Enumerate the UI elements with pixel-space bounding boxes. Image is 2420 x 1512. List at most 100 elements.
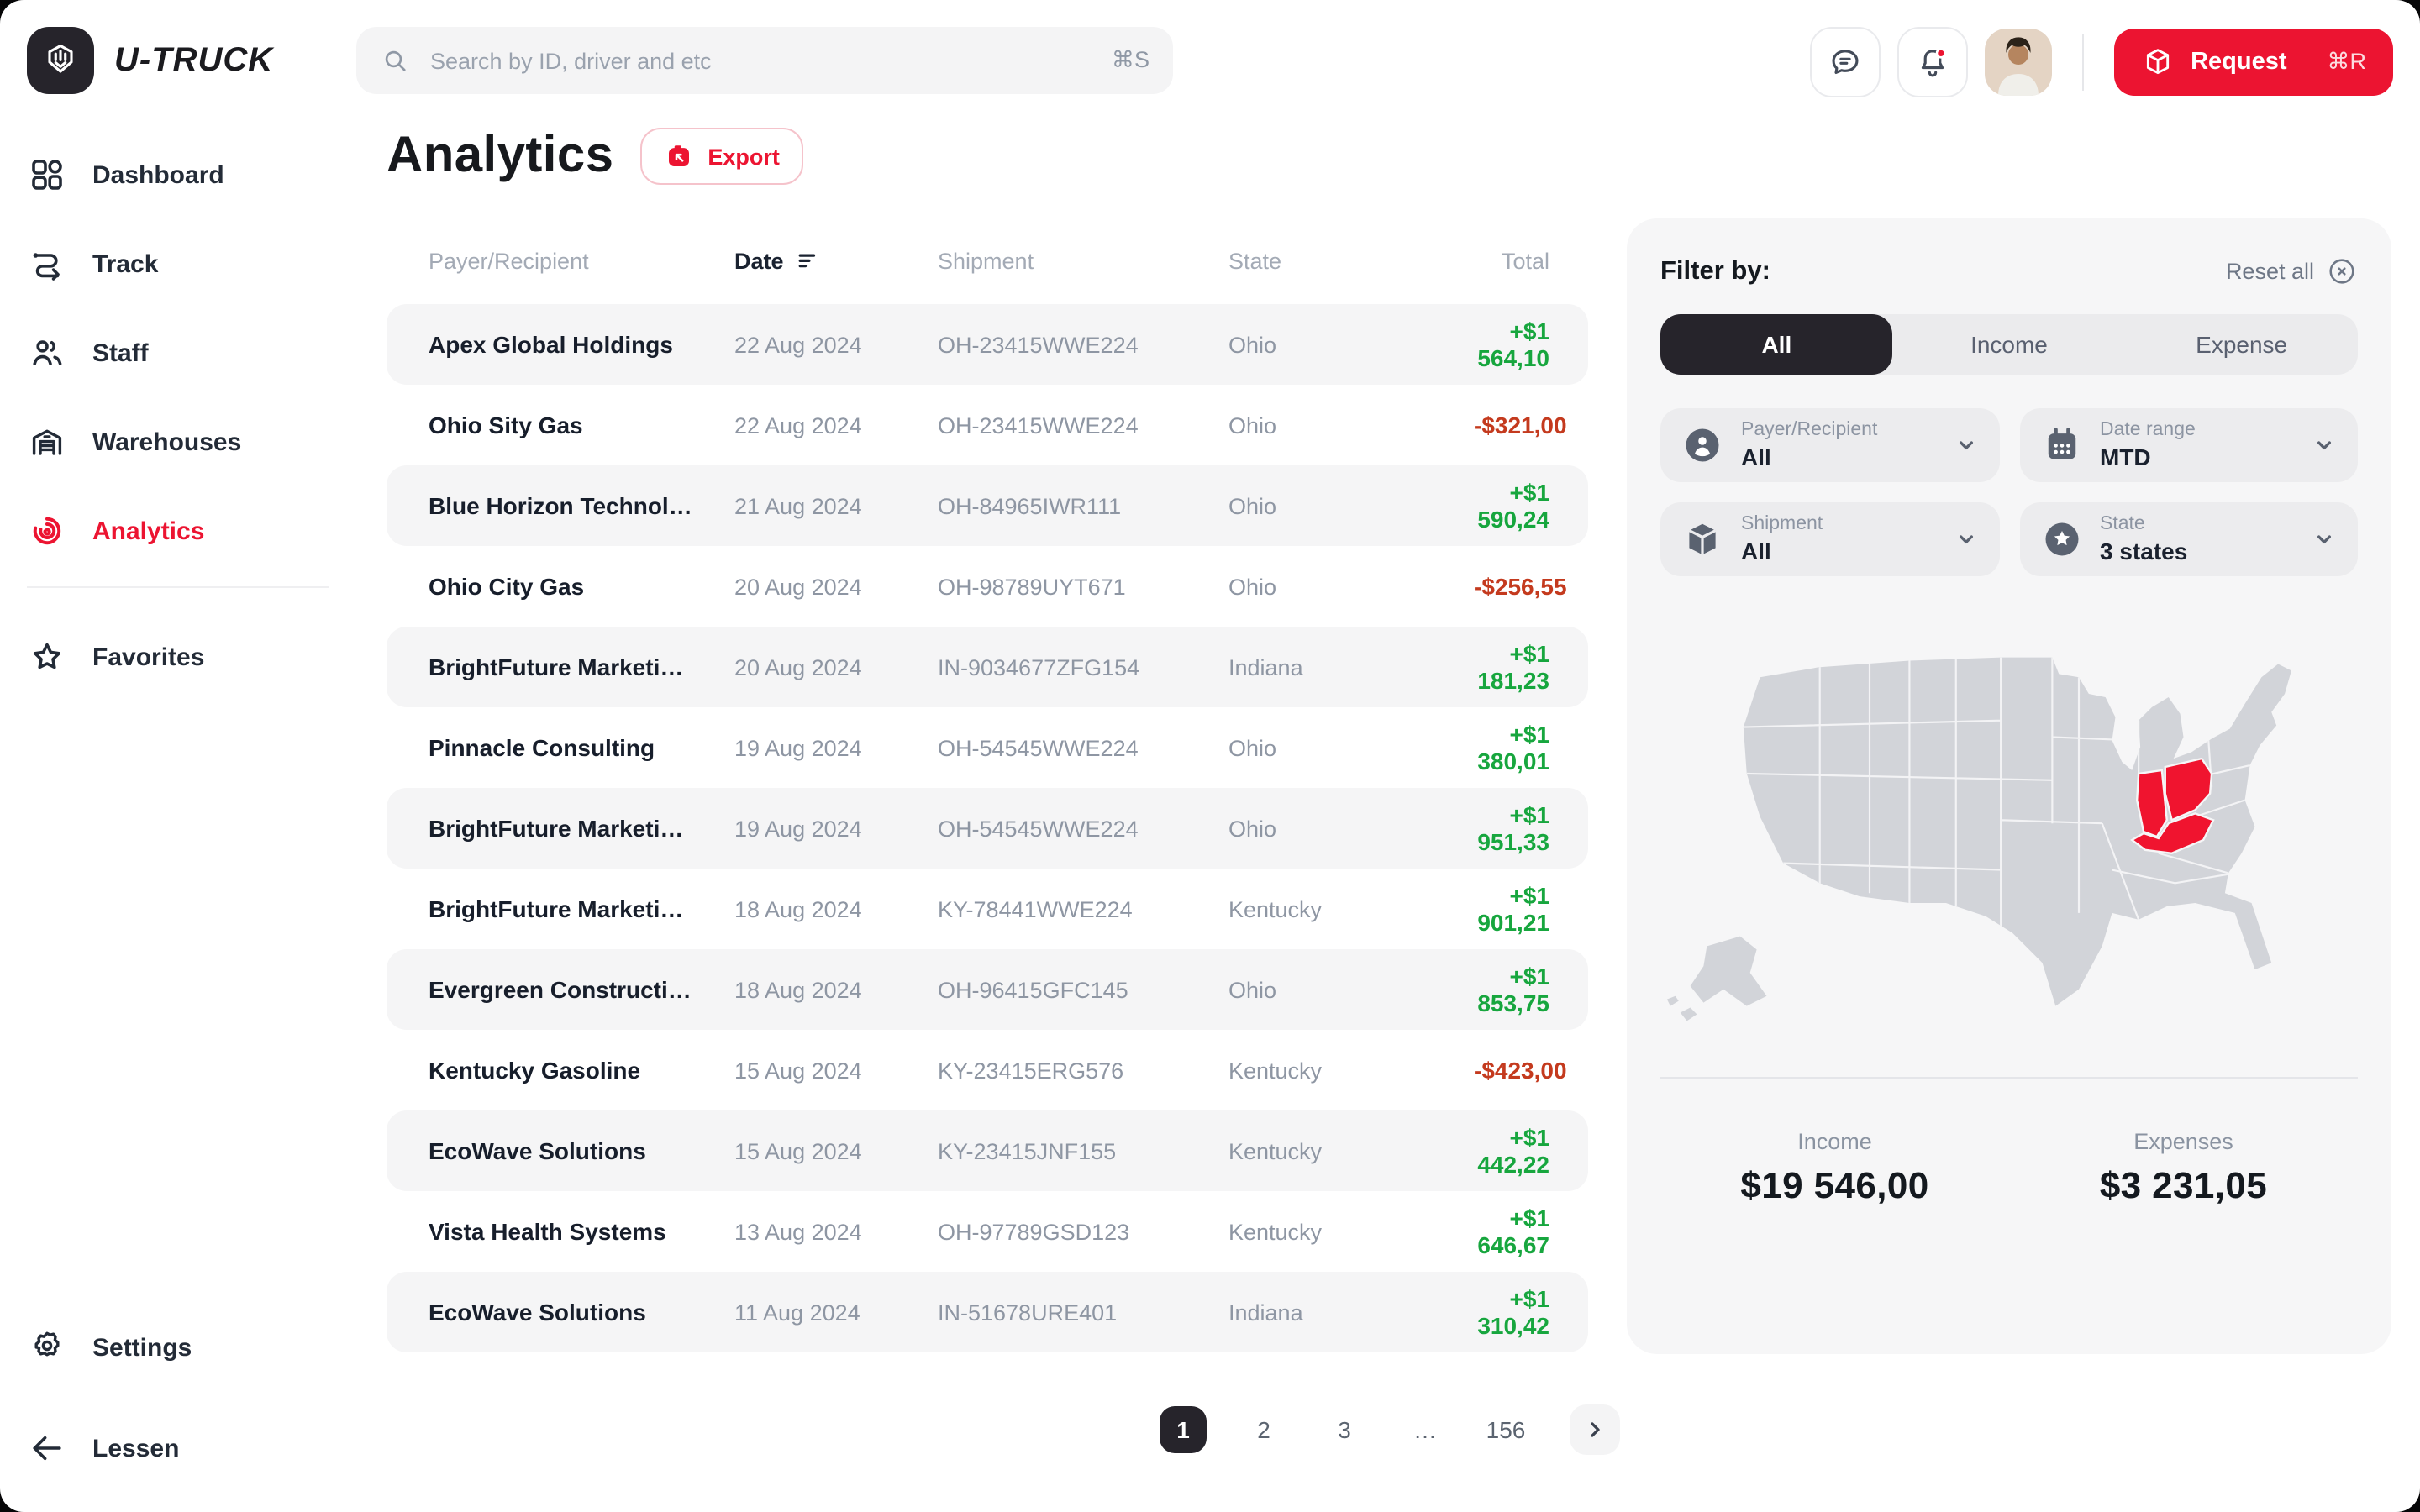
settings-label: Settings [92, 1333, 192, 1362]
search-bar[interactable]: ⌘S [356, 27, 1173, 94]
filter-dropdown-state[interactable]: State 3 states [2019, 502, 2358, 576]
brand: U-TRUCK [27, 27, 273, 94]
star-icon [27, 637, 67, 677]
table-row[interactable]: Kentucky Gasoline 15 Aug 2024 KY-23415ER… [387, 1030, 1588, 1110]
date-cell: 15 Aug 2024 [734, 1138, 862, 1163]
column-header-payer[interactable]: Payer/Recipient [429, 249, 589, 274]
bell-icon [1913, 44, 1950, 81]
filter-dropdown-payer-recipient[interactable]: Payer/Recipient All [1660, 408, 1999, 482]
table-row[interactable]: Vista Health Systems 13 Aug 2024 OH-9778… [387, 1191, 1588, 1272]
total-cell: +$1 181,23 [1477, 640, 1549, 694]
sidebar-item-favorites[interactable]: Favorites [27, 623, 329, 690]
total-cell: +$1 951,33 [1477, 801, 1549, 855]
sidebar-item-settings[interactable]: Settings [27, 1327, 192, 1368]
page-button-2[interactable]: 2 [1257, 1416, 1270, 1443]
arrow-left-icon [27, 1428, 67, 1468]
date-cell: 19 Aug 2024 [734, 816, 862, 841]
notifications-button[interactable] [1897, 27, 1968, 97]
payer-cell: Ohio Sity Gas [429, 412, 583, 438]
date-cell: 21 Aug 2024 [734, 493, 862, 518]
table-header: Payer/Recipient Date Shipment State Tota… [387, 249, 1588, 274]
box-icon [1681, 517, 1724, 561]
filter-dropdowns: Payer/Recipient All Date range MTD Shipm… [1660, 408, 2358, 576]
table-row[interactable]: Blue Horizon Technol… 21 Aug 2024 OH-849… [387, 465, 1588, 546]
state-cell: Ohio [1228, 332, 1277, 357]
filter-dropdown-shipment[interactable]: Shipment All [1660, 502, 1999, 576]
total-cell: +$1 564,10 [1477, 318, 1549, 371]
shipment-cell: OH-23415WWE224 [938, 332, 1139, 357]
table-row[interactable]: Pinnacle Consulting 19 Aug 2024 OH-54545… [387, 707, 1588, 788]
state-cell: Ohio [1228, 816, 1277, 841]
table-row[interactable]: EcoWave Solutions 11 Aug 2024 IN-51678UR… [387, 1272, 1588, 1352]
map-states-highlighted[interactable] [2130, 757, 2215, 854]
people-icon [27, 333, 67, 373]
summary-expenses: Expenses $3 231,05 [2009, 1129, 2358, 1208]
tab-income[interactable]: Income [1970, 331, 2048, 358]
tab-expense[interactable]: Expense [2196, 331, 2288, 358]
map-state-indiana [2135, 769, 2168, 838]
filter-panel: Filter by: Reset all All Income Expense Pa… [1627, 218, 2391, 1354]
table-row[interactable]: Evergreen Constructi… 18 Aug 2024 OH-964… [387, 949, 1588, 1030]
table-row[interactable]: Ohio Sity Gas 22 Aug 2024 OH-23415WWE224… [387, 385, 1588, 465]
chat-button[interactable] [1809, 27, 1881, 97]
request-button[interactable]: Request ⌘R [2113, 29, 2393, 96]
date-cell: 19 Aug 2024 [734, 735, 862, 760]
sidebar-item-dashboard[interactable]: Dashboard [27, 141, 329, 208]
table-body: Apex Global Holdings 22 Aug 2024 OH-2341… [387, 304, 1588, 1352]
sidebar-item-analytics[interactable]: Analytics [27, 497, 329, 564]
page-head: Analytics Export [387, 128, 803, 185]
filter-head: Filter by: Reset all [1660, 255, 2358, 287]
state-cell: Kentucky [1228, 1058, 1323, 1083]
sidebar-collapse[interactable]: Lessen [27, 1428, 179, 1468]
reset-all-button[interactable]: Reset all [2226, 255, 2358, 287]
expenses-value: $3 231,05 [2099, 1164, 2268, 1206]
filter-dropdown-date-range[interactable]: Date range MTD [2019, 408, 2358, 482]
sidebar-item-track[interactable]: Track [27, 230, 329, 297]
search-shortcut: ⌘S [1111, 47, 1150, 72]
next-page-button[interactable] [1570, 1404, 1620, 1455]
column-header-state[interactable]: State [1228, 249, 1282, 274]
summary-income: Income $19 546,00 [1660, 1129, 2009, 1208]
state-cell: Ohio [1228, 574, 1277, 599]
sidebar-item-warehouses[interactable]: Warehouses [27, 408, 329, 475]
total-cell: +$1 901,21 [1477, 882, 1549, 936]
warehouse-icon [27, 422, 67, 462]
column-header-total[interactable]: Total [1501, 249, 1549, 274]
total-cell: +$1 646,67 [1477, 1205, 1549, 1258]
dashboard-grid-icon [27, 155, 67, 195]
table-row[interactable]: Apex Global Holdings 22 Aug 2024 OH-2341… [387, 304, 1588, 385]
table-row[interactable]: BrightFuture Marketi… 20 Aug 2024 IN-903… [387, 627, 1588, 707]
total-cell: +$1 442,22 [1477, 1124, 1549, 1178]
map-state-ohio [2164, 757, 2213, 822]
table-row[interactable]: BrightFuture Marketi… 18 Aug 2024 KY-784… [387, 869, 1588, 949]
column-header-shipment[interactable]: Shipment [938, 249, 1034, 274]
chat-icon [1826, 44, 1863, 81]
total-cell: +$1 380,01 [1477, 721, 1549, 774]
page-button-3[interactable]: 3 [1338, 1416, 1351, 1443]
export-button[interactable]: Export [640, 128, 803, 185]
sort-desc-icon [796, 249, 821, 274]
date-cell: 20 Aug 2024 [734, 574, 862, 599]
table-row[interactable]: BrightFuture Marketi… 19 Aug 2024 OH-545… [387, 788, 1588, 869]
payer-cell: BrightFuture Marketi… [429, 895, 684, 922]
us-map[interactable] [1660, 620, 2358, 1053]
search-input[interactable] [427, 46, 1095, 75]
payer-cell: Evergreen Constructi… [429, 976, 692, 1003]
reset-circle-x-icon [2326, 255, 2358, 287]
expenses-label: Expenses [2133, 1129, 2233, 1154]
topbar-divider [2081, 34, 2084, 91]
state-cell: Ohio [1228, 977, 1277, 1002]
sidebar-nav: Dashboard Track Staff Warehouses Analyti… [27, 141, 329, 690]
tab-all[interactable]: All [1660, 314, 1893, 375]
page-button-1[interactable]: 1 [1160, 1406, 1207, 1453]
column-header-date[interactable]: Date [734, 249, 938, 274]
us-map-alaska [1690, 936, 1767, 1006]
page-button-156[interactable]: 156 [1486, 1416, 1526, 1443]
main-content: Analytics Export Payer/Recipient Date [356, 121, 1620, 1512]
sidebar-item-staff[interactable]: Staff [27, 319, 329, 386]
table-row[interactable]: Ohio City Gas 20 Aug 2024 OH-98789UYT671… [387, 546, 1588, 627]
table-row[interactable]: EcoWave Solutions 15 Aug 2024 KY-23415JN… [387, 1110, 1588, 1191]
chevron-right-icon [1578, 1413, 1612, 1446]
avatar[interactable] [1984, 29, 2052, 96]
shield-logo-icon [39, 39, 82, 82]
